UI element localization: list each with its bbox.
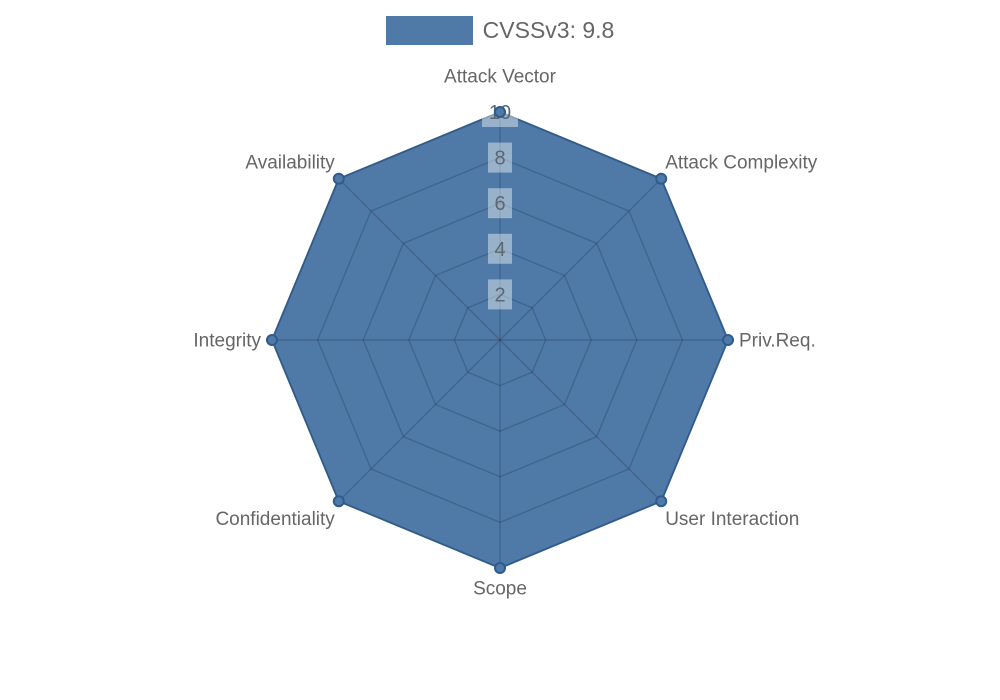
grid-spoke — [499, 178, 662, 341]
axis-label-integrity: Integrity — [193, 331, 261, 352]
axis-label-attack-complexity: Attack Complexity — [665, 152, 818, 173]
grid-ring — [453, 293, 547, 387]
data-point-marker — [266, 334, 278, 346]
legend-swatch — [385, 16, 473, 45]
grid-spoke — [338, 178, 501, 341]
data-point-marker — [655, 495, 668, 508]
tick-backdrop — [488, 188, 512, 219]
tick-label: 2 — [494, 284, 505, 306]
tick-backdrop — [488, 142, 512, 173]
tick-backdrop — [488, 279, 512, 310]
axis-label-confidentiality: Confidentiality — [215, 509, 335, 530]
data-point-marker — [494, 106, 506, 118]
tick-label: 6 — [494, 193, 505, 215]
axis-label-scope: Scope — [473, 579, 527, 600]
legend: CVSSv3: 9.8 — [0, 16, 1000, 45]
data-point-marker — [722, 334, 734, 346]
grid-ring — [316, 156, 684, 524]
axis-label-priv-req: Priv.Req. — [739, 331, 816, 352]
axis-label-attack-vector: Attack Vector — [444, 67, 557, 88]
tick-label: 8 — [494, 148, 505, 170]
grid-ring — [408, 248, 592, 432]
axis-label-user-interaction: User Interaction — [665, 509, 799, 530]
data-point-marker — [332, 172, 345, 185]
data-point-marker — [332, 495, 345, 508]
grid-spoke — [338, 339, 501, 502]
axis-label-availability: Availability — [245, 152, 335, 173]
data-point-marker — [655, 172, 668, 185]
tick-backdrop — [488, 233, 512, 264]
data-point-marker — [494, 562, 506, 574]
grid-spoke — [499, 339, 662, 502]
tick-label: 4 — [494, 239, 505, 261]
legend-label: CVSSv3: 9.8 — [482, 17, 615, 43]
grid-ring — [362, 202, 638, 478]
